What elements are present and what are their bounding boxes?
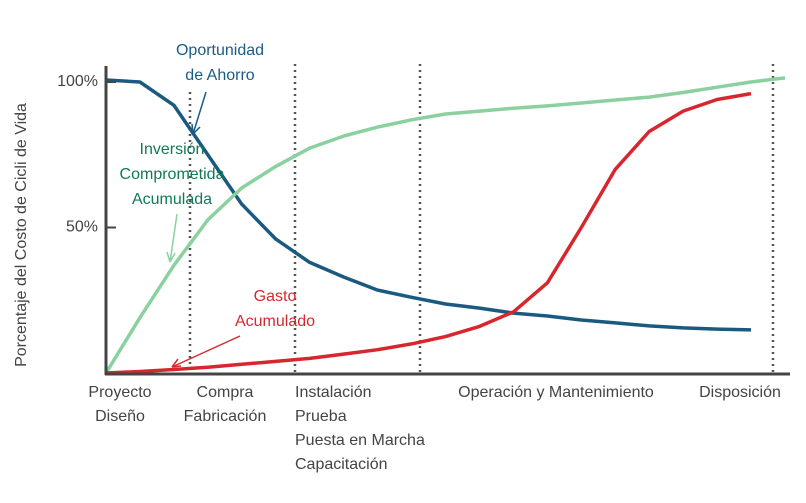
series-line: [105, 78, 752, 332]
x-category-label: Instalación Prueba Puesta en Marcha Capa…: [295, 384, 425, 473]
arrow: [166, 213, 178, 263]
series-line: [105, 91, 752, 375]
series-annotation: Inversión Comprometida Acumulada: [119, 141, 225, 208]
arrow: [191, 91, 207, 135]
x-category-label: Disposición: [699, 384, 781, 401]
phase-dividers: [188, 64, 775, 372]
y-tick-label: 100%: [57, 73, 98, 90]
series-line: [104, 76, 786, 374]
x-category-label: Compra Fabricación: [183, 384, 267, 425]
x-category-label: Operación y Mantenimiento: [458, 384, 654, 401]
x-category-label: Proyecto Diseño: [88, 384, 152, 425]
series-annotation: Gasto Acumulado: [234, 288, 316, 330]
y-tick-label: 50%: [66, 219, 98, 236]
y-axis-label: Porcentaje del Costo de Cicli de Vida: [13, 103, 30, 367]
series-annotation: Oportunidad de Ahorro: [175, 42, 265, 84]
arrow: [171, 335, 241, 368]
arrows: [166, 91, 241, 368]
